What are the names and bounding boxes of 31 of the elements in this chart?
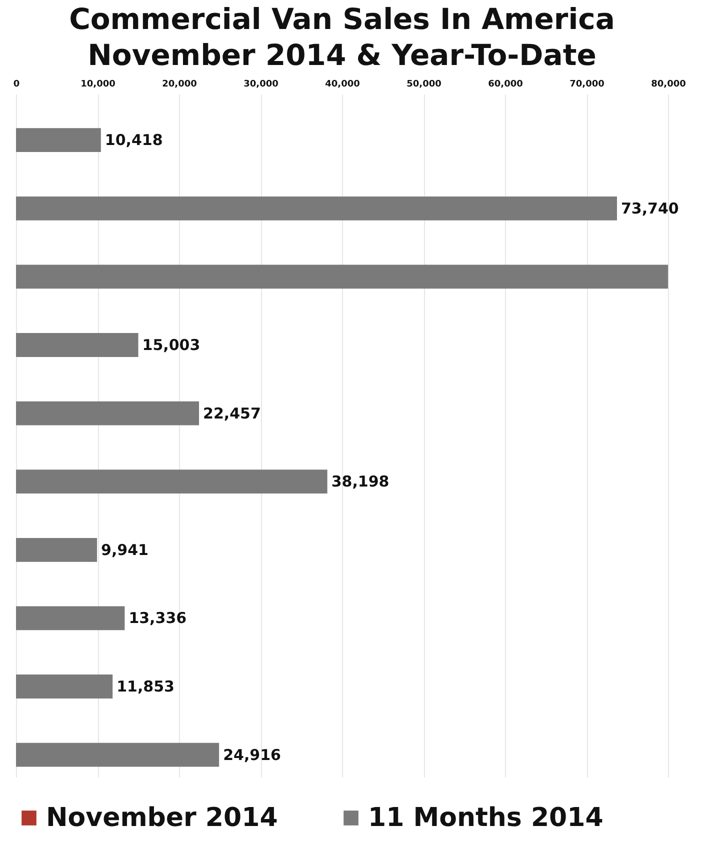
bar — [16, 470, 328, 494]
data-label: 38,198 — [331, 472, 390, 491]
data-label: 15,003 — [142, 336, 200, 354]
bar — [16, 264, 668, 289]
data-label: 9,941 — [101, 540, 148, 559]
data-label: 13,336 — [128, 609, 187, 628]
bar — [16, 538, 98, 562]
x-tick-label: 10,000 — [80, 80, 116, 90]
bar — [16, 128, 101, 152]
chart-title: Commercial Van Sales In America November 2014 & Year-To-Date — [69, 2, 615, 72]
x-tick-label: 50,000 — [406, 80, 442, 90]
x-tick-label: 20,000 — [162, 80, 197, 90]
data-label: 22,457 — [203, 404, 261, 422]
x-tick-label: 40,000 — [325, 80, 360, 90]
data-label: 73,740 — [620, 199, 679, 218]
x-tick-label: 80,000 — [651, 80, 686, 90]
data-label: 11,853 — [116, 678, 174, 696]
legend-label: November 2014 — [46, 803, 278, 833]
bar — [16, 196, 617, 220]
x-tick-label: 70,000 — [570, 80, 604, 90]
bar — [16, 674, 113, 698]
x-tick-label: 60,000 — [488, 80, 523, 90]
bar — [16, 333, 138, 357]
legend-label: 11 Months 2014 — [368, 803, 604, 833]
bar — [16, 401, 200, 426]
data-label: 10,418 — [104, 131, 163, 150]
data-label: 24,916 — [223, 746, 281, 764]
bar — [16, 606, 125, 630]
bar — [16, 742, 220, 767]
x-tick-label: 0 — [13, 80, 20, 90]
x-tick-label: 30,000 — [244, 80, 278, 90]
